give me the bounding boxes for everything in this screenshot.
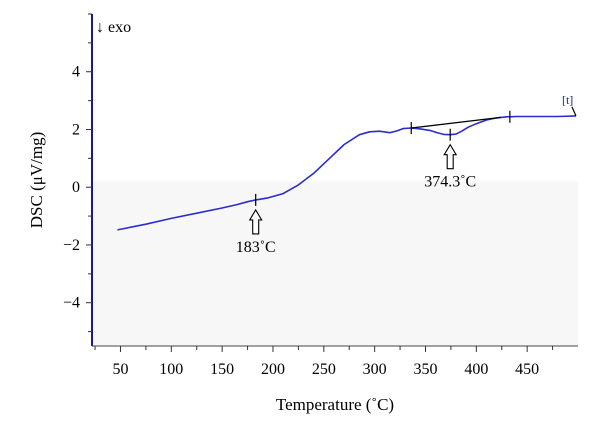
series-tag-leader [571,106,577,117]
x-axis-title: Temperature (˚C) [276,395,394,414]
annotation-label: 374.3˚C [424,174,476,191]
y-axis-title: DSC (μV/mg) [27,132,46,228]
x-tick-label: 350 [413,361,437,378]
x-tick-label: 250 [312,361,336,378]
x-tick-label: 150 [210,361,234,378]
x-tick-label: 400 [464,361,488,378]
x-tick-label: 100 [159,361,183,378]
y-tick-label: 4 [72,64,80,81]
x-tick-label: 300 [363,361,387,378]
annotation-arrow [443,143,458,170]
y-tick-label: −2 [63,237,80,254]
x-tick-label: 450 [515,361,539,378]
ticks: 50 100 150 200 250 300 350 400 450 4 2 0 −2 −4 [63,13,554,378]
exo-direction-label: ↓ exo [96,19,131,36]
x-tick-label: 200 [261,361,285,378]
annotation-label: 183˚C [236,239,276,256]
plot-area [92,181,578,346]
series-tag-label: [t] [562,93,573,107]
annotations-layer: 183˚C 374.3˚C [236,143,476,256]
y-tick-label: 0 [72,179,80,196]
series-layer [117,106,577,231]
y-tick-label: 2 [72,121,80,138]
axes [91,14,578,347]
dsc-curve [117,115,577,231]
x-tick-label: 50 [112,361,128,378]
peak-baseline [411,116,501,129]
annotation-arrow [248,208,263,235]
y-tick-label: −4 [63,295,80,312]
